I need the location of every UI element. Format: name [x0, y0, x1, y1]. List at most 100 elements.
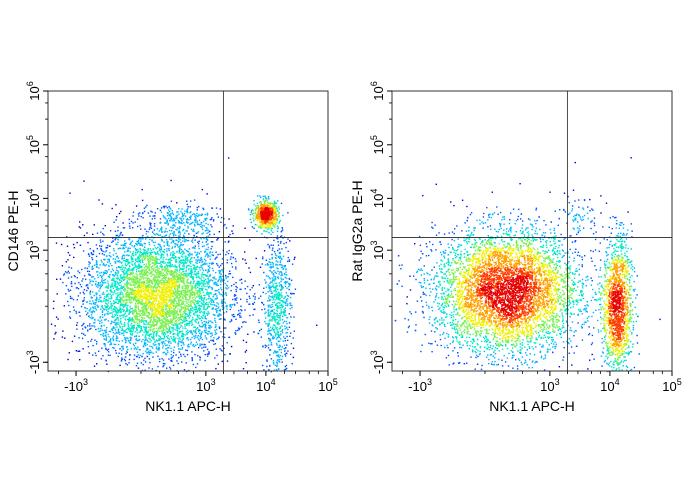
event-dot — [214, 319, 216, 322]
event-dot — [279, 334, 281, 337]
event-dot — [184, 285, 186, 288]
event-dot — [197, 245, 200, 247]
event-dot — [202, 314, 204, 317]
event-dot — [265, 230, 267, 233]
event-dot — [267, 306, 270, 308]
event-dot — [173, 337, 175, 339]
event-dot — [267, 263, 270, 266]
event-dot — [97, 306, 99, 308]
event-dot — [145, 323, 147, 325]
event-dot — [128, 301, 131, 303]
event-dot — [177, 303, 179, 306]
event-dot — [151, 259, 153, 261]
event-dot — [198, 281, 201, 283]
event-dot — [167, 335, 169, 337]
event-dot — [158, 230, 160, 232]
event-dot — [140, 321, 143, 323]
event-dot — [99, 245, 101, 247]
event-dot — [161, 255, 163, 257]
event-dot — [164, 230, 166, 232]
event-dot — [280, 309, 282, 311]
event-dot — [140, 228, 142, 230]
event-dot — [273, 316, 276, 318]
event-dot — [98, 199, 100, 201]
event-dot — [235, 268, 237, 270]
event-dot — [116, 260, 118, 262]
event-dot — [102, 240, 104, 242]
event-dot — [179, 244, 181, 247]
event-dot — [146, 339, 149, 341]
event-dot — [147, 248, 149, 250]
event-dot — [208, 294, 210, 296]
event-dot — [149, 361, 151, 364]
event-dot — [188, 313, 191, 315]
event-dot — [194, 219, 196, 222]
event-dot — [139, 264, 141, 267]
event-dot — [190, 228, 193, 230]
event-dot — [195, 309, 197, 311]
event-dot — [186, 306, 189, 308]
event-dot — [138, 255, 140, 257]
event-dot — [191, 284, 194, 287]
event-dot — [186, 315, 188, 317]
event-dot — [185, 305, 188, 307]
event-dot — [112, 326, 115, 328]
event-dot — [169, 238, 171, 240]
event-dot — [275, 368, 278, 371]
event-dot — [105, 348, 107, 351]
event-dot — [281, 329, 284, 331]
event-dot — [164, 231, 166, 233]
event-dot — [170, 259, 173, 262]
event-dot — [146, 265, 148, 268]
event-dot — [200, 250, 202, 253]
event-dot — [110, 298, 112, 300]
event-dot — [145, 310, 147, 312]
event-dot — [142, 314, 144, 316]
event-dot — [141, 199, 144, 202]
event-dot — [69, 297, 72, 300]
event-dot — [162, 334, 165, 336]
event-dot — [121, 270, 123, 272]
event-dot — [268, 330, 270, 332]
event-dot — [160, 249, 162, 251]
event-dot — [211, 300, 213, 302]
event-dot — [213, 301, 215, 303]
event-dot — [275, 284, 278, 287]
event-dot — [170, 359, 173, 361]
event-dot — [195, 214, 198, 217]
event-dot — [166, 273, 169, 275]
event-dot — [206, 232, 208, 234]
event-dot — [284, 328, 286, 330]
event-dot — [114, 262, 117, 264]
event-dot — [275, 289, 277, 291]
event-dot — [209, 267, 211, 269]
event-dot — [103, 329, 105, 332]
event-dot — [228, 218, 230, 220]
event-dot — [276, 359, 279, 362]
event-dot — [200, 289, 202, 291]
event-dot — [284, 280, 287, 283]
event-dot — [110, 343, 113, 345]
event-dot — [129, 272, 132, 275]
event-dot — [123, 260, 126, 262]
event-dot — [167, 243, 169, 245]
event-dot — [126, 364, 129, 366]
event-dot — [202, 324, 204, 326]
event-dot — [235, 294, 237, 297]
event-dot — [172, 227, 175, 229]
event-dot — [147, 332, 149, 334]
event-dot — [201, 266, 203, 268]
event-dot — [177, 241, 180, 243]
event-dot — [66, 236, 68, 238]
event-dot — [158, 262, 160, 265]
event-dot — [164, 329, 166, 331]
event-dot — [85, 310, 87, 312]
event-dot — [90, 327, 92, 330]
event-dot — [204, 294, 206, 297]
event-dot — [199, 277, 201, 279]
event-dot — [97, 284, 99, 286]
event-dot — [143, 263, 145, 266]
event-dot — [177, 333, 179, 335]
event-dot — [163, 335, 165, 337]
event-dot — [231, 253, 233, 255]
